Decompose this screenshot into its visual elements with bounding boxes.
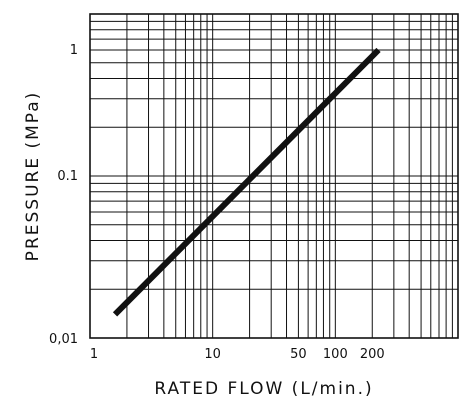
x-tick-label: 50 [290,347,307,362]
y-tick-label: 0.1 [57,169,78,184]
x-tick-label: 1 [90,347,98,362]
y-axis-label: PRESSURE (MPa) [23,91,43,262]
y-tick-labels: 0,01 0.1 1 [49,43,78,347]
y-tick-label: 1 [70,43,78,58]
x-tick-label: 200 [360,347,385,362]
chart-grid [90,14,458,338]
series-line-1 [115,50,378,314]
x-tick-labels: 1 10 50 100 200 [90,347,385,362]
x-tick-label: 100 [323,347,348,362]
x-tick-label: 10 [204,347,221,362]
series-layer [115,50,378,314]
x-axis-label: RATED FLOW (L/min.) [154,379,373,399]
y-tick-label: 0,01 [49,332,78,347]
